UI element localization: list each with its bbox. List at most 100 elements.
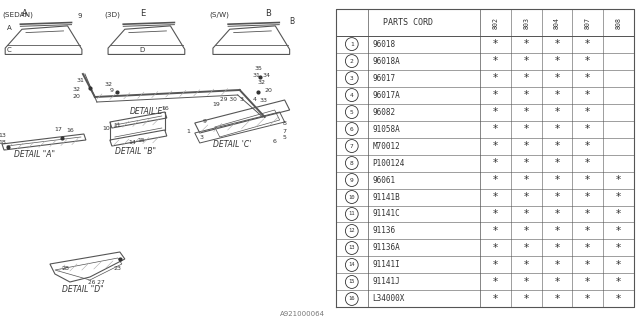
Text: 6: 6: [273, 139, 276, 144]
Text: *: *: [493, 260, 498, 270]
Text: *: *: [493, 175, 498, 185]
Text: *: *: [524, 209, 529, 219]
Text: *: *: [493, 192, 498, 202]
Text: L34000X: L34000X: [372, 294, 404, 303]
Text: 16: 16: [66, 128, 74, 133]
Text: 13: 13: [349, 245, 355, 251]
Text: *: *: [493, 90, 498, 100]
Text: *: *: [493, 158, 498, 168]
Text: 11: 11: [113, 123, 120, 128]
Text: *: *: [585, 39, 590, 49]
Text: *: *: [585, 73, 590, 83]
Text: *: *: [493, 124, 498, 134]
Text: 4: 4: [253, 97, 257, 102]
Text: 91136A: 91136A: [372, 244, 400, 252]
Text: 31: 31: [77, 78, 84, 83]
Text: 8: 8: [283, 121, 287, 126]
Text: *: *: [524, 56, 529, 66]
Text: 96018A: 96018A: [372, 57, 400, 66]
Text: *: *: [585, 107, 590, 117]
Text: 29 30: 29 30: [220, 97, 237, 102]
Text: 803: 803: [524, 17, 529, 28]
Text: 91136: 91136: [372, 227, 396, 236]
Text: 20: 20: [265, 88, 273, 93]
Text: 12: 12: [349, 228, 355, 234]
Text: 802: 802: [493, 17, 499, 28]
Text: *: *: [554, 294, 559, 304]
Text: *: *: [524, 73, 529, 83]
Text: *: *: [493, 226, 498, 236]
Text: 96017: 96017: [372, 74, 396, 83]
Text: *: *: [554, 243, 559, 253]
Text: *: *: [616, 277, 621, 287]
Text: 15: 15: [349, 279, 355, 284]
Text: 18: 18: [0, 140, 6, 145]
Text: 11: 11: [349, 212, 355, 217]
Text: *: *: [493, 107, 498, 117]
Text: 15: 15: [138, 138, 145, 143]
Text: 32: 32: [73, 87, 81, 92]
Text: *: *: [524, 90, 529, 100]
Text: PARTS CORD: PARTS CORD: [383, 18, 433, 27]
Text: 1: 1: [187, 129, 191, 134]
Text: 5: 5: [283, 135, 287, 140]
Text: *: *: [616, 192, 621, 202]
Text: D: D: [140, 47, 145, 53]
Text: 19: 19: [212, 102, 221, 107]
Text: E: E: [140, 9, 145, 18]
Text: *: *: [585, 192, 590, 202]
Text: 7: 7: [283, 129, 287, 134]
Text: *: *: [524, 124, 529, 134]
Text: A: A: [7, 25, 12, 31]
Text: *: *: [524, 141, 529, 151]
Text: *: *: [554, 124, 559, 134]
Text: 20: 20: [73, 94, 81, 99]
Text: 26 27: 26 27: [88, 280, 105, 285]
Text: 1: 1: [350, 42, 354, 47]
Text: 96017A: 96017A: [372, 91, 400, 100]
Text: *: *: [524, 158, 529, 168]
Text: M70012: M70012: [372, 141, 400, 150]
Text: DETAIL 'C': DETAIL 'C': [212, 140, 251, 149]
Text: *: *: [585, 90, 590, 100]
Text: 3: 3: [200, 135, 204, 140]
Text: 91141B: 91141B: [372, 193, 400, 202]
Text: *: *: [524, 277, 529, 287]
Text: *: *: [585, 277, 590, 287]
Text: 7: 7: [350, 144, 354, 148]
Text: P100124: P100124: [372, 158, 404, 168]
Text: *: *: [554, 107, 559, 117]
Text: *: *: [493, 209, 498, 219]
Text: *: *: [524, 226, 529, 236]
Text: (3D): (3D): [105, 11, 121, 18]
Text: DETAIL "B": DETAIL "B": [115, 147, 156, 156]
Text: DETAIL'E': DETAIL'E': [130, 107, 165, 116]
Text: 31: 31: [253, 73, 260, 78]
Text: 33: 33: [260, 98, 268, 103]
Text: *: *: [554, 260, 559, 270]
Text: *: *: [493, 141, 498, 151]
Text: *: *: [585, 294, 590, 304]
Text: 807: 807: [585, 17, 591, 28]
Text: *: *: [493, 56, 498, 66]
Text: (SEDAN): (SEDAN): [2, 11, 33, 18]
Text: *: *: [554, 141, 559, 151]
Text: *: *: [585, 243, 590, 253]
Text: 3: 3: [240, 97, 244, 102]
Text: (S/W): (S/W): [210, 11, 230, 18]
Text: *: *: [585, 141, 590, 151]
Text: *: *: [524, 294, 529, 304]
Text: *: *: [554, 209, 559, 219]
Text: 91141J: 91141J: [372, 277, 400, 286]
Text: 9: 9: [203, 119, 207, 124]
Text: B: B: [265, 9, 271, 18]
Text: *: *: [554, 226, 559, 236]
Text: 16: 16: [349, 296, 355, 301]
Text: DETAIL "D": DETAIL "D": [62, 285, 104, 294]
Text: 6: 6: [350, 126, 354, 132]
Text: 14: 14: [349, 262, 355, 268]
Text: 91141C: 91141C: [372, 210, 400, 219]
Text: *: *: [493, 243, 498, 253]
Text: *: *: [616, 226, 621, 236]
Text: 3: 3: [350, 76, 354, 81]
